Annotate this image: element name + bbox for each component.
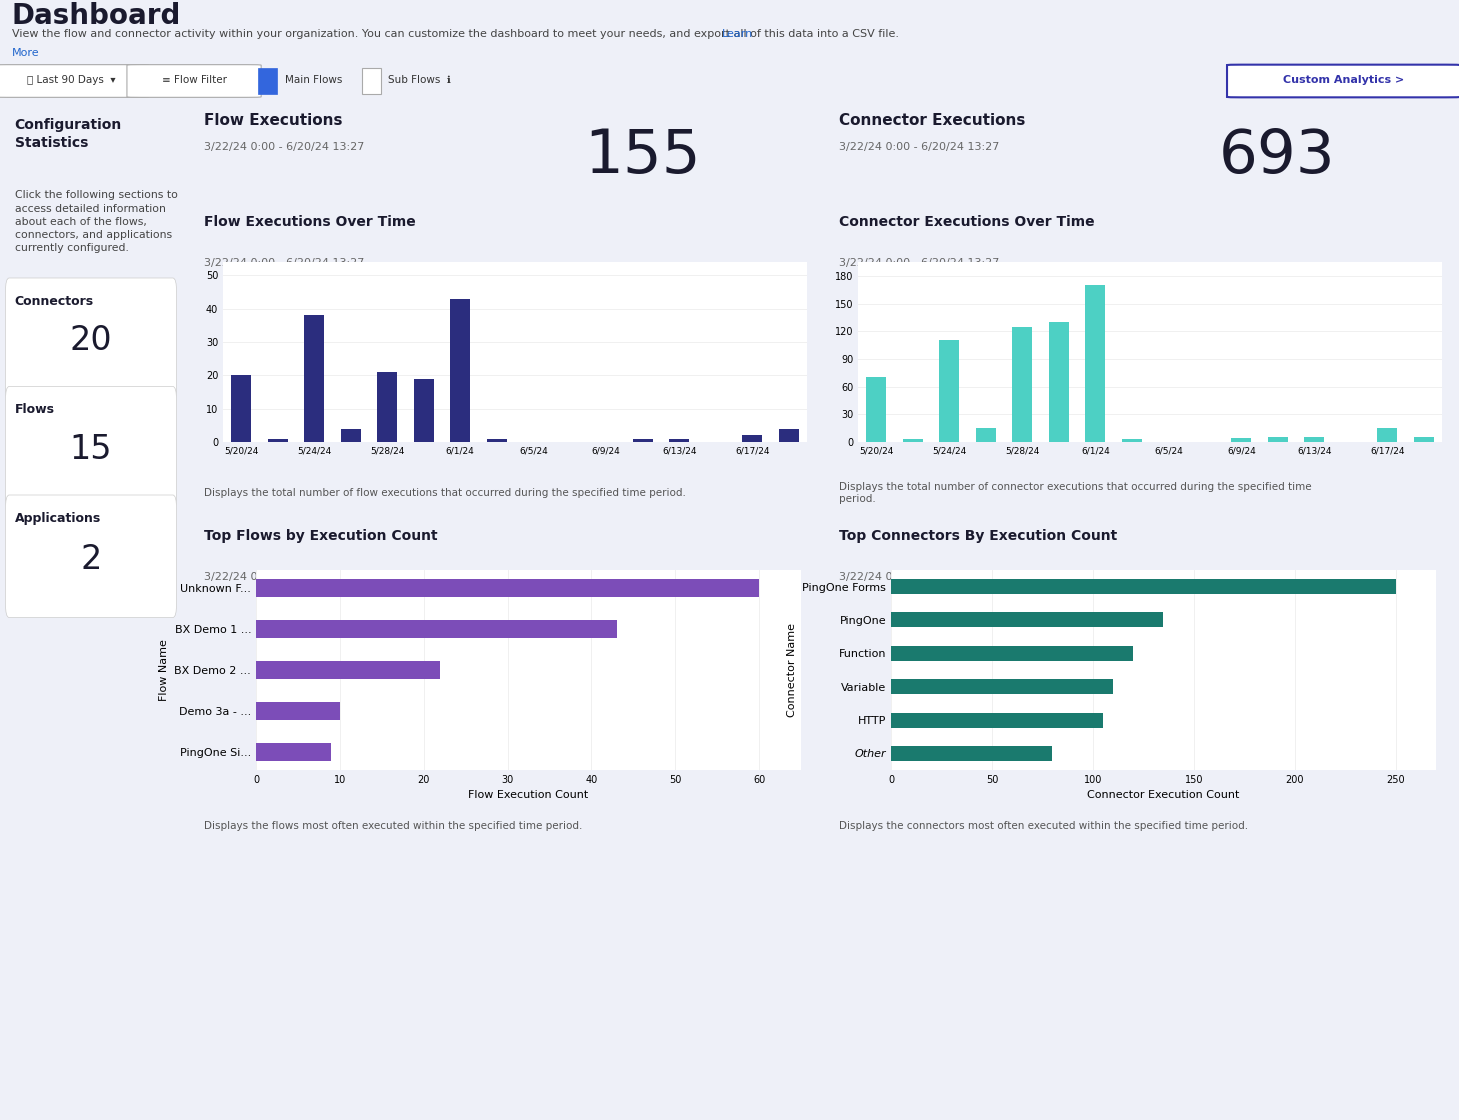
Text: 📅 Last 90 Days  ▾: 📅 Last 90 Days ▾ <box>28 75 115 85</box>
Text: Click the following sections to
access detailed information
about each of the fl: Click the following sections to access d… <box>15 190 178 253</box>
Text: Displays the flows most often executed within the specified time period.: Displays the flows most often executed w… <box>204 821 582 831</box>
Bar <box>1414 438 1434 442</box>
Text: Flow Executions Over Time: Flow Executions Over Time <box>204 215 416 230</box>
Text: More: More <box>12 48 39 58</box>
Text: View the flow and connector activity within your organization. You can customize: View the flow and connector activity wit… <box>12 29 906 39</box>
Bar <box>1122 439 1142 442</box>
Text: 3/22/24 0:00 - 6/20/24 13:27: 3/22/24 0:00 - 6/20/24 13:27 <box>204 142 365 152</box>
Text: Flows: Flows <box>15 402 54 416</box>
Text: 3/22/24 0:00 - 6/20/24 13:27: 3/22/24 0:00 - 6/20/24 13:27 <box>204 259 365 269</box>
Bar <box>1268 438 1288 442</box>
Y-axis label: Flow Name: Flow Name <box>159 640 169 701</box>
Bar <box>1049 323 1069 442</box>
Text: Sub Flows  ℹ: Sub Flows ℹ <box>388 75 451 85</box>
Bar <box>891 579 1396 594</box>
Text: Displays the connectors most often executed within the specified time period.: Displays the connectors most often execu… <box>839 821 1247 831</box>
Text: 20: 20 <box>70 325 112 357</box>
Text: 155: 155 <box>584 127 700 186</box>
Text: Custom Analytics >: Custom Analytics > <box>1282 75 1405 85</box>
Bar <box>1013 327 1033 442</box>
Text: 15: 15 <box>70 433 112 466</box>
Bar <box>414 379 433 442</box>
Bar <box>487 439 506 442</box>
Bar <box>891 646 1134 661</box>
FancyBboxPatch shape <box>6 386 177 508</box>
Text: 3/22/24 0:00 - 6/20/24 13:27: 3/22/24 0:00 - 6/20/24 13:27 <box>839 142 999 152</box>
Text: Main Flows: Main Flows <box>285 75 341 85</box>
Bar <box>255 661 441 679</box>
Text: Connectors: Connectors <box>15 295 93 308</box>
FancyBboxPatch shape <box>0 65 149 97</box>
Text: Displays the total number of flow executions that occurred during the specified : Displays the total number of flow execut… <box>204 488 686 498</box>
Text: Top Connectors By Execution Count: Top Connectors By Execution Count <box>839 529 1118 543</box>
Bar <box>1085 286 1106 442</box>
Text: Applications: Applications <box>15 512 101 525</box>
Bar <box>451 299 470 442</box>
Text: 693: 693 <box>1220 127 1335 186</box>
FancyBboxPatch shape <box>6 278 177 401</box>
Bar <box>255 579 759 597</box>
Bar <box>231 375 251 442</box>
Text: 3/22/24 0:00 - 6/20/24 13:27: 3/22/24 0:00 - 6/20/24 13:27 <box>839 259 999 269</box>
Bar <box>891 712 1103 728</box>
Bar <box>255 620 617 638</box>
Bar <box>1304 438 1325 442</box>
Bar <box>1377 428 1398 442</box>
Text: 2: 2 <box>80 543 102 576</box>
X-axis label: Connector Execution Count: Connector Execution Count <box>1087 791 1240 801</box>
Text: 3/22/24 0:00 - 6/20/24 13:27: 3/22/24 0:00 - 6/20/24 13:27 <box>839 572 999 582</box>
Bar <box>743 436 762 442</box>
Bar <box>940 340 959 442</box>
Bar <box>1231 438 1252 442</box>
Bar <box>670 439 689 442</box>
FancyBboxPatch shape <box>258 67 277 94</box>
Bar <box>255 701 340 720</box>
Bar <box>305 316 324 442</box>
Bar <box>633 439 652 442</box>
Text: Connector Executions Over Time: Connector Executions Over Time <box>839 215 1094 230</box>
Text: Flow Executions: Flow Executions <box>204 113 343 128</box>
Bar <box>976 428 996 442</box>
FancyBboxPatch shape <box>6 495 177 617</box>
FancyBboxPatch shape <box>362 67 381 94</box>
Bar <box>341 429 360 442</box>
Text: Top Flows by Execution Count: Top Flows by Execution Count <box>204 529 438 543</box>
FancyBboxPatch shape <box>1227 65 1459 97</box>
Bar <box>378 372 397 442</box>
Text: ≡ Flow Filter: ≡ Flow Filter <box>162 75 226 85</box>
Bar <box>891 613 1163 627</box>
Text: Configuration
Statistics: Configuration Statistics <box>15 119 121 150</box>
Text: Connector Executions: Connector Executions <box>839 113 1026 128</box>
FancyBboxPatch shape <box>127 65 261 97</box>
Bar <box>891 679 1113 694</box>
Bar <box>255 743 331 760</box>
X-axis label: Flow Execution Count: Flow Execution Count <box>468 791 588 801</box>
Bar <box>267 439 287 442</box>
Bar <box>779 429 798 442</box>
Text: Dashboard: Dashboard <box>12 2 181 30</box>
Bar <box>867 377 886 442</box>
Text: Learn: Learn <box>722 29 753 39</box>
Bar <box>891 746 1052 760</box>
Y-axis label: Connector Name: Connector Name <box>786 623 797 717</box>
Text: Displays the total number of connector executions that occurred during the speci: Displays the total number of connector e… <box>839 483 1312 504</box>
Bar <box>903 439 922 442</box>
Text: 3/22/24 0:00 - 6/20/24 13:27: 3/22/24 0:00 - 6/20/24 13:27 <box>204 572 365 582</box>
